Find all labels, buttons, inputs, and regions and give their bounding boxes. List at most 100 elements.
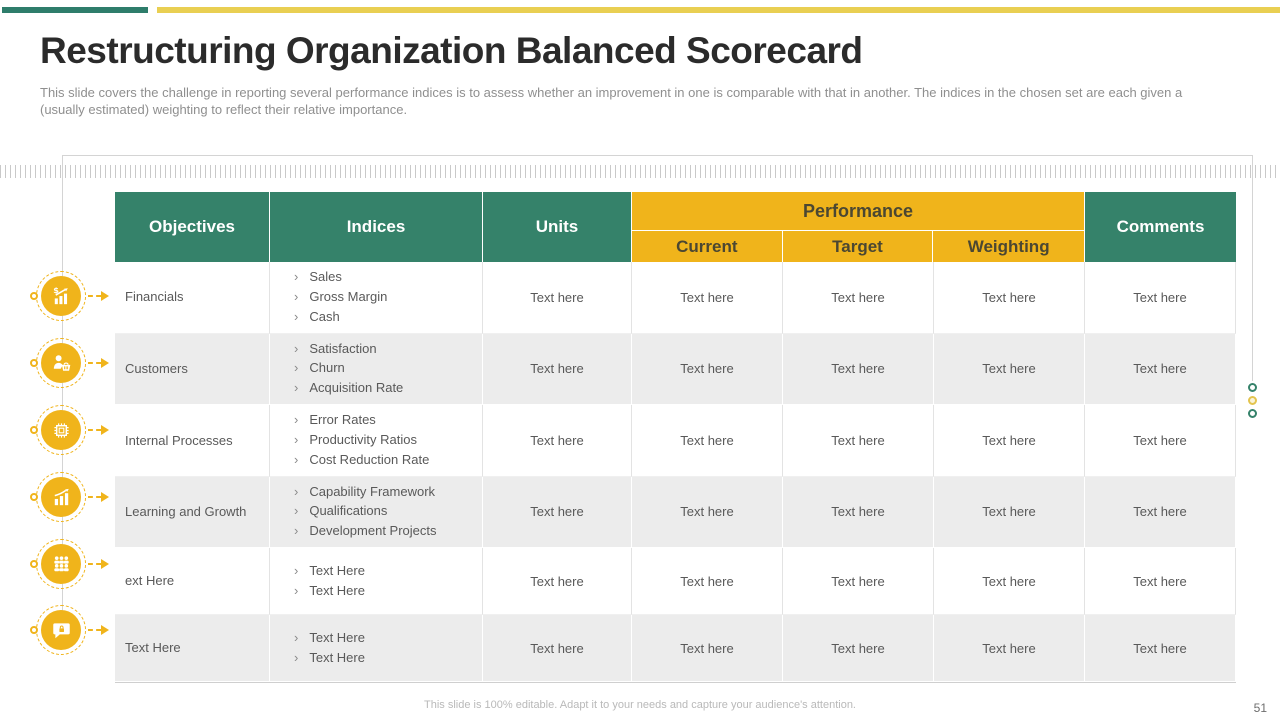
chevron-bullet-icon: › <box>294 308 299 324</box>
column-header-comments: Comments <box>1085 192 1236 262</box>
table-row-learning-growth: Learning and Growth › Capability Framewor… <box>115 476 1236 549</box>
index-label: Churn <box>309 360 345 376</box>
current-cell: Text here <box>632 405 783 477</box>
current-cell: Text here <box>632 262 783 334</box>
icon-group-text-here-1 <box>0 539 115 589</box>
chevron-bullet-icon: › <box>294 451 299 467</box>
icon-group-financials: $ <box>0 271 115 321</box>
page-number: 51 <box>1253 701 1267 715</box>
top-accent-yellow-bar <box>157 7 1280 13</box>
weighting-cell: Text here <box>934 262 1085 334</box>
indices-cell: › Sales › Gross Margin › Cash <box>270 262 483 334</box>
tick-strip-decoration <box>0 165 1280 178</box>
dashed-ring-icon <box>36 472 86 522</box>
column-header-performance: Performance <box>632 192 1084 231</box>
index-label: Development Projects <box>309 523 437 539</box>
indices-cell: › Error Rates › Productivity Ratios › Cost … <box>270 405 483 477</box>
arrow-line <box>88 563 101 565</box>
arrow-right-icon <box>101 625 109 635</box>
target-cell: Text here <box>783 476 934 549</box>
icon-group-customers <box>0 338 115 388</box>
customer-basket-icon <box>41 343 81 383</box>
index-label: Acquisition Rate <box>309 380 404 396</box>
arrow-line <box>88 629 101 631</box>
index-label: Text Here <box>309 629 365 645</box>
chevron-bullet-icon: › <box>294 629 299 645</box>
column-header-units: Units <box>483 192 632 262</box>
index-label: Text Here <box>309 562 365 578</box>
dashed-ring-icon <box>36 271 86 321</box>
units-cell: Text here <box>483 548 632 616</box>
table-row-financials: Financials › Sales › Gross Margin › Cash Te… <box>115 262 1236 334</box>
decor-dot-teal-2 <box>1248 409 1257 418</box>
comments-cell: Text here <box>1085 405 1236 477</box>
page-subtitle: This slide covers the challenge in repor… <box>40 85 1183 117</box>
dashed-ring-icon <box>36 338 86 388</box>
processor-chip-icon <box>41 410 81 450</box>
column-header-weighting: Weighting <box>933 231 1084 262</box>
target-cell: Text here <box>783 262 934 334</box>
units-cell: Text here <box>483 405 632 477</box>
comments-cell: Text here <box>1085 476 1236 549</box>
index-label: Capability Framework <box>309 483 436 499</box>
performance-subheaders: Current Target Weighting <box>632 231 1084 262</box>
target-cell: Text here <box>783 615 934 683</box>
index-label: Gross Margin <box>309 288 388 304</box>
units-cell: Text here <box>483 476 632 549</box>
indices-cell: › Satisfaction › Churn › Acquisition Rate <box>270 333 483 406</box>
index-label: Cash <box>309 308 340 324</box>
dashed-ring-icon <box>36 539 86 589</box>
team-group-icon <box>41 544 81 584</box>
chevron-bullet-icon: › <box>294 288 299 304</box>
indices-cell: › Capability Framework › Qualifications › D… <box>270 476 483 549</box>
target-cell: Text here <box>783 405 934 477</box>
weighting-cell: Text here <box>934 476 1085 549</box>
current-cell: Text here <box>632 615 783 683</box>
decor-dot-yellow <box>1248 396 1257 405</box>
frame-top-line <box>63 155 1253 156</box>
current-cell: Text here <box>632 333 783 406</box>
frame-left-line <box>62 155 63 631</box>
frame-right-line <box>1252 155 1253 381</box>
weighting-cell: Text here <box>934 405 1085 477</box>
objective-cell: Customers <box>115 333 270 406</box>
scorecard-table: Objectives Indices Units Performance Cur… <box>115 192 1236 684</box>
units-cell: Text here <box>483 262 632 334</box>
table-body: Financials › Sales › Gross Margin › Cash Te… <box>115 262 1236 684</box>
current-cell: Text here <box>632 548 783 616</box>
indices-cell: › Text Here › Text Here <box>270 615 483 683</box>
arrow-right-icon <box>101 559 109 569</box>
arrow-right-icon <box>101 425 109 435</box>
table-row-customers: Customers › Satisfaction › Churn › Acquisit… <box>115 333 1236 406</box>
dollar-growth-chart-icon: $ <box>41 276 81 316</box>
index-label: Error Rates <box>309 412 376 428</box>
chevron-bullet-icon: › <box>294 380 299 396</box>
objective-cell: ext Here <box>115 548 270 616</box>
top-accent-teal-bar <box>2 7 148 13</box>
arrow-right-icon <box>101 291 109 301</box>
growth-bar-chart-icon <box>41 477 81 517</box>
icon-group-internal-processes <box>0 405 115 455</box>
objective-cell: Financials <box>115 262 270 334</box>
arrow-line <box>88 295 101 297</box>
indices-cell: › Text Here › Text Here <box>270 548 483 616</box>
comments-cell: Text here <box>1085 548 1236 616</box>
index-label: Sales <box>309 269 342 284</box>
chevron-bullet-icon: › <box>294 360 299 376</box>
comments-cell: Text here <box>1085 333 1236 406</box>
table-row-text-here-1: ext Here › Text Here › Text Here Text here… <box>115 548 1236 616</box>
chevron-bullet-icon: › <box>294 340 299 356</box>
index-label: Satisfaction <box>309 340 377 356</box>
units-cell: Text here <box>483 333 632 406</box>
weighting-cell: Text here <box>934 333 1085 406</box>
chevron-bullet-icon: › <box>294 649 299 665</box>
column-header-indices: Indices <box>270 192 483 262</box>
target-cell: Text here <box>783 333 934 406</box>
performance-header-group: Performance Current Target Weighting <box>632 192 1085 262</box>
chevron-bullet-icon: › <box>294 562 299 578</box>
objective-cell: Internal Processes <box>115 405 270 477</box>
objective-cell: Learning and Growth <box>115 476 270 549</box>
column-header-target: Target <box>782 231 934 262</box>
arrow-line <box>88 496 101 498</box>
